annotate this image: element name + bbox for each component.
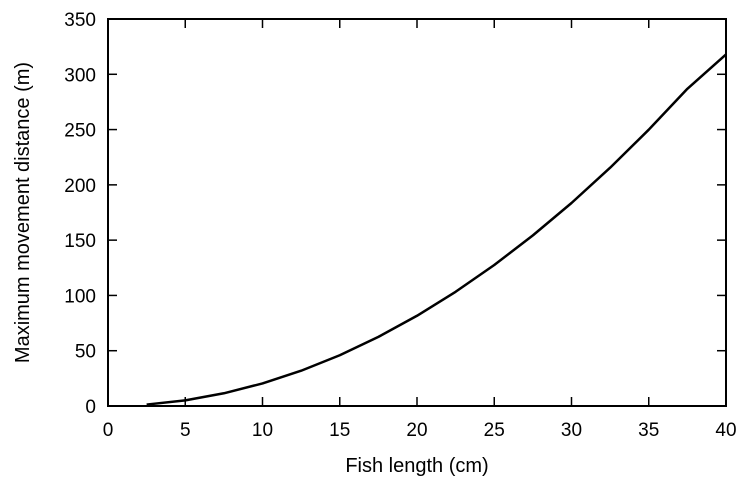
series-line-0 [146, 53, 727, 406]
y-tick-label: 100 [64, 286, 96, 307]
x-tick-label: 20 [406, 420, 427, 441]
y-tick-label: 150 [64, 231, 96, 252]
y-tick-label: 50 [75, 342, 96, 363]
x-tick-label: 5 [180, 420, 191, 441]
x-tick-label: 15 [329, 420, 350, 441]
x-axis-label: Fish length (cm) [345, 455, 488, 477]
y-tick-label: 0 [85, 397, 96, 418]
x-tick-label: 40 [715, 420, 736, 441]
y-tick-label: 250 [64, 121, 96, 142]
x-tick-label: 25 [484, 420, 505, 441]
tick-labels: 0 5 10 15 20 25 30 35 40 0 50 100 150 200 250 300 350 [64, 10, 736, 441]
y-axis-label: Maximum movement distance (m) [12, 62, 34, 363]
y-tick-label: 300 [64, 65, 96, 86]
ticks [107, 18, 727, 407]
y-tick-label: 200 [64, 176, 96, 197]
x-tick-label: 0 [103, 420, 114, 441]
plot-frame [107, 18, 727, 407]
x-tick-label: 35 [638, 420, 659, 441]
series-group [146, 53, 727, 406]
y-tick-label: 350 [64, 10, 96, 31]
x-tick-label: 30 [561, 420, 582, 441]
x-tick-label: 10 [252, 420, 273, 441]
